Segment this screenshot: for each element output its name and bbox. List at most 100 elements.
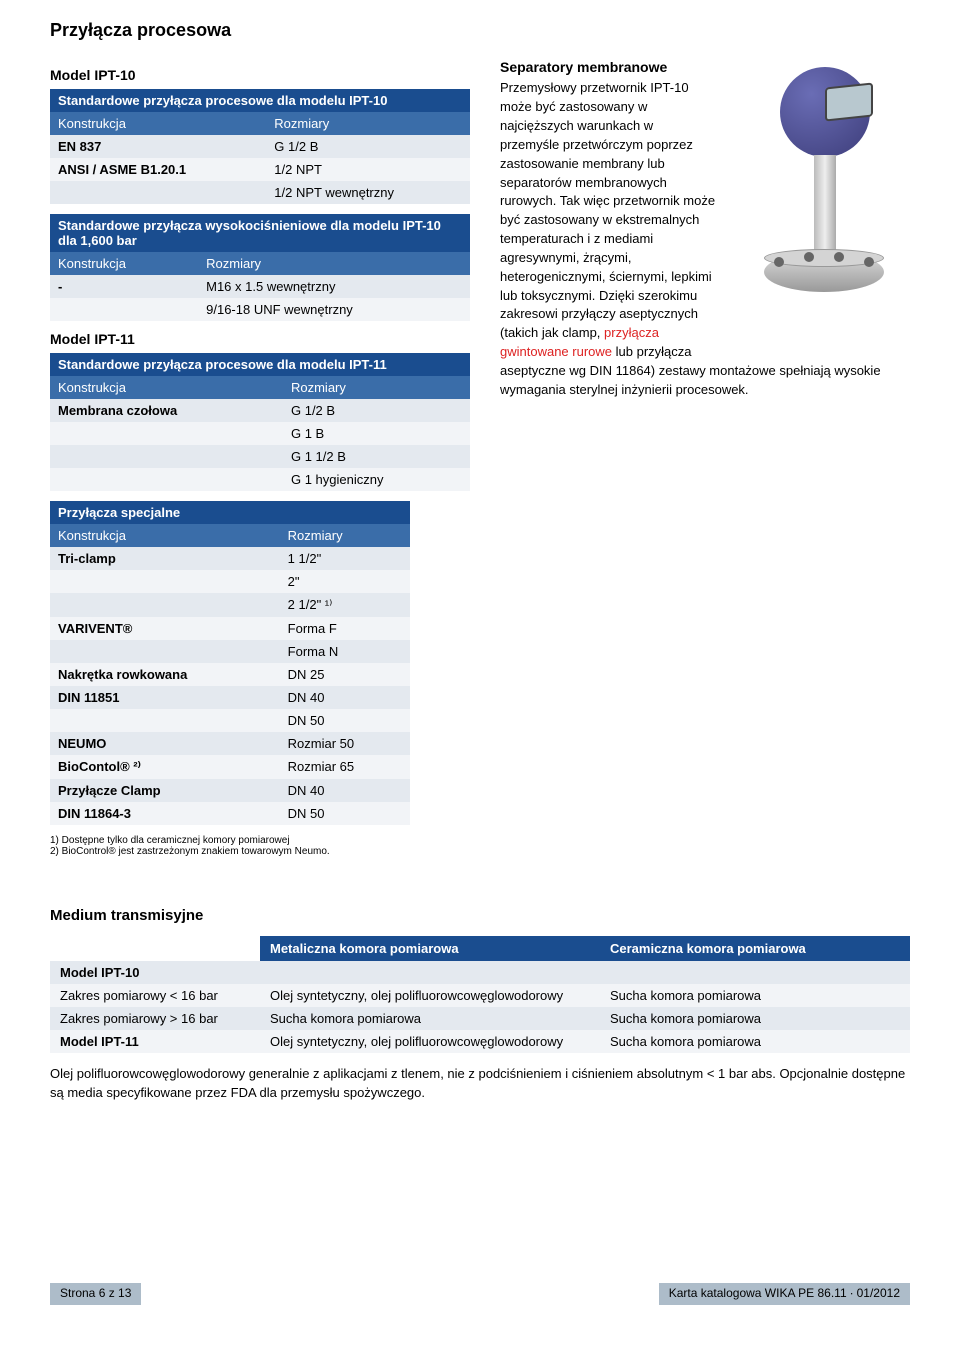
left-column: Model IPT-10 Standardowe przyłącza proce…: [50, 57, 470, 877]
para-pre: Przemysłowy przetwornik IPT-10 może być …: [500, 80, 715, 340]
table-cell: [50, 445, 283, 468]
medium-heading: Medium transmisyjne: [50, 907, 910, 924]
table-cell: Przyłącze Clamp: [50, 779, 280, 802]
table-cell: DIN 11864-3: [50, 802, 280, 825]
table-cell: M16 x 1.5 wewnętrzny: [198, 275, 470, 298]
table-cell: DN 25: [280, 663, 410, 686]
table-cell: Tri-clamp: [50, 547, 280, 570]
table-cell: Sucha komora pomiarowa: [600, 1030, 910, 1053]
table-cell: Rozmiar 65: [280, 755, 410, 779]
table-cell: DN 40: [280, 779, 410, 802]
bolt-icon: [834, 252, 844, 262]
model-10-heading: Model IPT-10: [50, 67, 470, 83]
page-title: Przyłącza procesowa: [50, 20, 910, 41]
col-header: Ceramiczna komora pomiarowa: [600, 936, 910, 961]
footnotes: 1) Dostępne tylko dla ceramicznej komory…: [50, 835, 470, 857]
table-cell: Olej syntetyczny, olej polifluorowcowęgl…: [260, 1030, 600, 1053]
table-cell: [50, 468, 283, 491]
col-header: Konstrukcja: [50, 524, 280, 547]
table-cell: Sucha komora pomiarowa: [600, 984, 910, 1007]
table-cell: 1 1/2": [280, 547, 410, 570]
table-ipt10-highpressure: Standardowe przyłącza wysokociśnieniowe …: [50, 214, 470, 321]
table-cell: [50, 709, 280, 732]
table-cell: 2 1/2" ¹⁾: [280, 593, 410, 617]
table-cell: G 1 1/2 B: [283, 445, 470, 468]
footnote: 1) Dostępne tylko dla ceramicznej komory…: [50, 835, 470, 846]
col-header: Konstrukcja: [50, 376, 283, 399]
table-cell: G 1/2 B: [266, 135, 470, 158]
table-cell: DN 40: [280, 686, 410, 709]
col-header: Rozmiary: [266, 112, 470, 135]
table-cell: G 1 hygieniczny: [283, 468, 470, 491]
table-body: EN 837G 1/2 BANSI / ASME B1.20.11/2 NPT1…: [50, 135, 470, 204]
table-title: Standardowe przyłącza wysokociśnieniowe …: [50, 214, 470, 252]
model-11-heading: Model IPT-11: [50, 331, 470, 347]
table-cell: [50, 593, 280, 617]
table-cell: VARIVENT®: [50, 617, 280, 640]
col-header: Rozmiary: [283, 376, 470, 399]
table-cell: DN 50: [280, 709, 410, 732]
table-cell: 2": [280, 570, 410, 593]
table-cell: Model IPT-10: [50, 961, 260, 984]
table-ipt11-standard: Standardowe przyłącza procesowe dla mode…: [50, 353, 470, 491]
col-header: Rozmiary: [280, 524, 410, 547]
table-cell: ANSI / ASME B1.20.1: [50, 158, 266, 181]
table-body: Model IPT-10Zakres pomiarowy < 16 barOle…: [50, 961, 910, 1053]
table-cell: [50, 181, 266, 204]
table-cell: Olej syntetyczny, olej polifluorowcowęgl…: [260, 984, 600, 1007]
table-medium: Metaliczna komora pomiarowa Ceramiczna k…: [50, 936, 910, 1053]
table-cell: [50, 570, 280, 593]
table-title: Przyłącza specjalne: [50, 501, 410, 524]
table-body: Membrana czołowaG 1/2 BG 1 BG 1 1/2 BG 1…: [50, 399, 470, 491]
table-cell: DIN 11851: [50, 686, 280, 709]
footer-left: Strona 6 z 13: [50, 1283, 141, 1305]
bolt-icon: [864, 257, 874, 267]
table-cell: 1/2 NPT wewnętrzny: [266, 181, 470, 204]
table-cell: 9/16-18 UNF wewnętrzny: [198, 298, 470, 321]
table-cell: Zakres pomiarowy > 16 bar: [50, 1007, 260, 1030]
table-title: Standardowe przyłącza procesowe dla mode…: [50, 89, 470, 112]
table-cell: DN 50: [280, 802, 410, 825]
table-cell: [260, 961, 600, 984]
table-cell: Zakres pomiarowy < 16 bar: [50, 984, 260, 1007]
page-footer: Strona 6 z 13 Karta katalogowa WIKA PE 8…: [50, 1283, 910, 1305]
table-cell: [50, 422, 283, 445]
table-ipt10-standard: Standardowe przyłącza procesowe dla mode…: [50, 89, 470, 204]
bolt-icon: [774, 257, 784, 267]
table-cell: 1/2 NPT: [266, 158, 470, 181]
table-cell: Membrana czołowa: [50, 399, 283, 422]
col-blank: [50, 936, 260, 961]
table-body: Tri-clamp1 1/2"2"2 1/2" ¹⁾VARIVENT®Forma…: [50, 547, 410, 825]
table-cell: Forma F: [280, 617, 410, 640]
medium-note: Olej polifluorowcowęglowodorowy generaln…: [50, 1065, 910, 1103]
right-column: Separatory membranowe Przemysłowy przetw…: [500, 57, 910, 400]
table-cell: Sucha komora pomiarowa: [260, 1007, 600, 1030]
col-header: Konstrukcja: [50, 252, 198, 275]
footnote: 2) BioControl® jest zastrzeżonym znakiem…: [50, 846, 470, 857]
table-title: Standardowe przyłącza procesowe dla mode…: [50, 353, 470, 376]
main-columns: Model IPT-10 Standardowe przyłącza proce…: [50, 57, 910, 877]
table-cell: Rozmiar 50: [280, 732, 410, 755]
table-cell: BioContol® ²⁾: [50, 755, 280, 779]
col-header: Metaliczna komora pomiarowa: [260, 936, 600, 961]
product-image: [730, 57, 910, 337]
table-cell: NEUMO: [50, 732, 280, 755]
table-body: -M16 x 1.5 wewnętrzny9/16-18 UNF wewnętr…: [50, 275, 470, 321]
display-icon: [825, 82, 873, 121]
table-cell: Sucha komora pomiarowa: [600, 1007, 910, 1030]
col-header: Konstrukcja: [50, 112, 266, 135]
table-cell: EN 837: [50, 135, 266, 158]
table-cell: Forma N: [280, 640, 410, 663]
bolt-icon: [804, 252, 814, 262]
table-cell: G 1/2 B: [283, 399, 470, 422]
table-cell: [50, 640, 280, 663]
col-header: Rozmiary: [198, 252, 470, 275]
table-cell: Nakrętka rowkowana: [50, 663, 280, 686]
table-cell: [50, 298, 198, 321]
table-cell: Model IPT-11: [50, 1030, 260, 1053]
table-special-connections: Przyłącza specjalne Konstrukcja Rozmiary…: [50, 501, 410, 825]
table-cell: [600, 961, 910, 984]
table-cell: G 1 B: [283, 422, 470, 445]
footer-right: Karta katalogowa WIKA PE 86.11 ∙ 01/2012: [659, 1283, 910, 1305]
table-cell: -: [50, 275, 198, 298]
